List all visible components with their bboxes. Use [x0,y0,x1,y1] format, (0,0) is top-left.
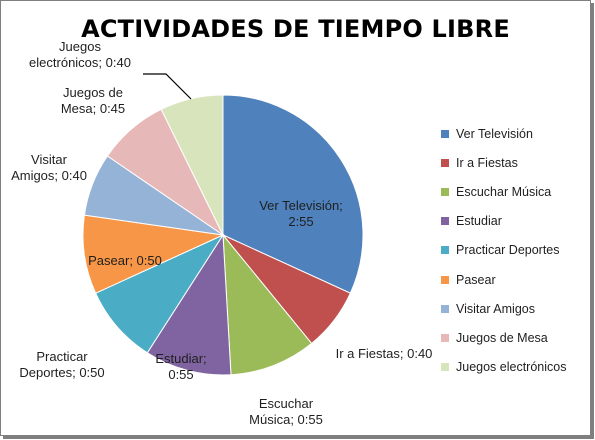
legend-label: Estudiar [456,214,502,229]
legend-swatch [441,246,449,255]
legend-item: Juegos de Mesa [441,323,586,352]
data-label-9: Juegos electrónicos; 0:40 [29,39,131,70]
legend-label: Visitar Amigos [456,301,535,316]
pie-slice-5 [94,233,225,354]
data-label-8: Juegos de Mesa; 0:45 [61,85,125,116]
legend-label: Pasear [456,272,496,287]
data-label-5: Practicar Deportes; 0:50 [19,349,104,380]
data-label-2: Ir a Fiestas; 0:40 [336,346,433,361]
legend-swatch [441,217,449,226]
pie-slice-6 [82,214,225,294]
chart-title: ACTIVIDADES DE TIEMPO LIBRE [81,15,510,43]
legend-item: Visitar Amigos [441,294,586,323]
legend-swatch [441,275,449,284]
legend: Ver Televisión Ir a Fiestas Escuchar Músic… [441,119,586,382]
pie-chart: Ver Televisión; 2:55 Ir a Fiestas; 0:40 Esc… [11,39,433,427]
data-label-1: Ver Televisión; 2:55 [259,198,343,229]
legend-label: Ver Televisión [456,126,533,141]
legend-item: Juegos electrónicos [441,353,586,382]
pie-slice-9 [160,94,224,236]
legend-swatch [441,363,449,372]
legend-item: Ir a Fiestas [441,148,586,177]
legend-label: Juegos electrónicos [456,360,567,375]
legend-swatch [441,129,449,138]
legend-item: Pasear [441,265,586,294]
legend-label: Ir a Fiestas [456,155,518,170]
data-label-4: Estudiar; 0:55 [155,351,206,382]
pie-slice-3 [222,233,313,376]
leader-line [143,73,192,100]
legend-item: Estudiar [441,207,586,236]
legend-swatch [441,187,449,196]
data-label-6: Pasear; 0:50 [88,253,162,268]
pie-slice-1 [222,94,364,294]
data-label-7: Visitar Amigos; 0:40 [11,152,87,183]
legend-swatch [441,304,449,313]
legend-swatch [441,158,449,167]
legend-label: Escuchar Música [456,184,552,199]
legend-swatch [441,333,449,342]
legend-item: Practicar Deportes [441,236,586,265]
data-label-3: Escuchar Música; 0:55 [249,396,323,427]
legend-item: Ver Televisión [441,119,586,148]
legend-label: Practicar Deportes [456,243,560,258]
pie-slice-4 [146,233,232,376]
legend-item: Escuchar Música [441,177,586,206]
legend-label: Juegos de Mesa [456,330,548,345]
